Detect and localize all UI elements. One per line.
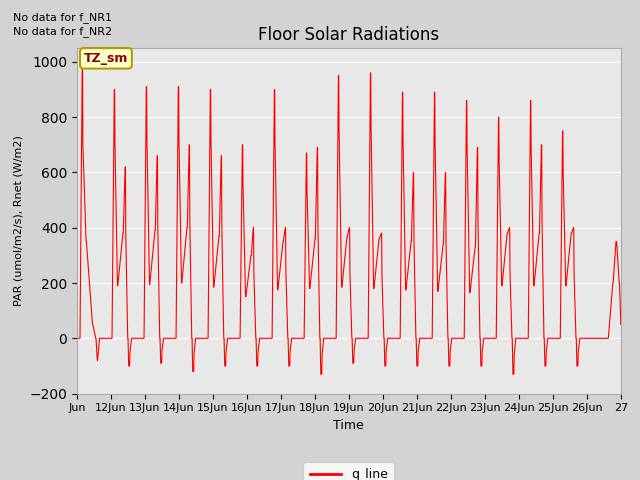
Legend: q_line: q_line	[303, 462, 394, 480]
Text: No data for f_NR1: No data for f_NR1	[13, 12, 112, 23]
X-axis label: Time: Time	[333, 419, 364, 432]
Text: No data for f_NR2: No data for f_NR2	[13, 26, 112, 37]
Text: TZ_sm: TZ_sm	[84, 52, 128, 65]
Y-axis label: PAR (umol/m2/s), Rnet (W/m2): PAR (umol/m2/s), Rnet (W/m2)	[13, 135, 24, 306]
Title: Floor Solar Radiations: Floor Solar Radiations	[258, 25, 440, 44]
